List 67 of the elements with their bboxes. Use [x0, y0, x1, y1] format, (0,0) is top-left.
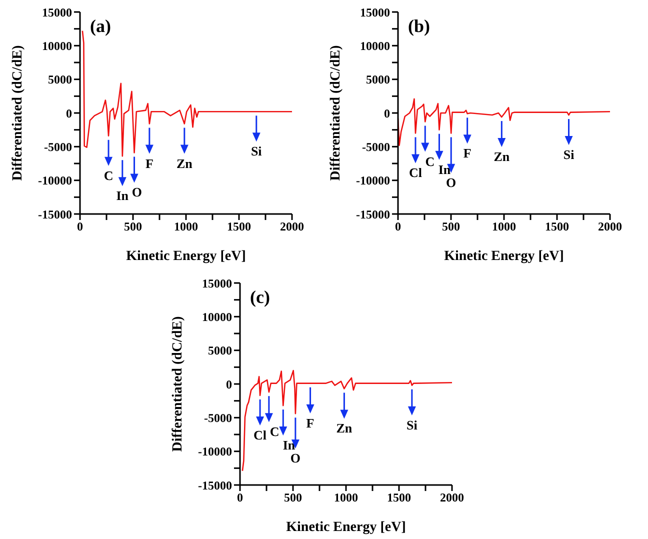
- x-tick-label: 500: [124, 220, 142, 234]
- annotation: Zn: [176, 156, 194, 171]
- y-axis-title: Differentiated (dC/dE): [328, 44, 344, 181]
- annotation: In: [116, 188, 130, 204]
- y-tick-label: -10000: [356, 174, 390, 188]
- y-tick-label: -10000: [198, 444, 232, 459]
- y-axis-title: Differentiated (dC/dE): [10, 44, 26, 181]
- annotation: (a): [90, 16, 111, 37]
- x-tick-label: 1500: [387, 490, 411, 505]
- x-axis-title: Kinetic Energy [eV]: [286, 520, 406, 535]
- x-tick-label: 1500: [545, 220, 569, 234]
- y-tick-label: 10000: [42, 38, 72, 53]
- annotation: C: [104, 168, 114, 183]
- annotation: C: [425, 154, 435, 169]
- y-axis-title: Differentiated (dC/dE): [170, 316, 186, 452]
- annotation: Zn: [336, 420, 353, 436]
- x-tick-label: 1000: [174, 220, 198, 234]
- annotation: Zn: [494, 149, 510, 164]
- y-tick-label: 15000: [42, 5, 72, 20]
- annotation: (c): [250, 287, 270, 308]
- y-tick-label: -15000: [356, 207, 390, 222]
- annotation: Si: [563, 147, 575, 162]
- y-tick-label: -5000: [362, 140, 390, 154]
- x-tick-label: 2000: [598, 220, 622, 234]
- annotation: Cl: [254, 427, 267, 442]
- y-tick-label: 5000: [366, 72, 390, 87]
- y-tick-label: 10000: [202, 310, 232, 324]
- y-tick-label: -5000: [204, 410, 232, 425]
- annotation: F: [306, 415, 314, 430]
- x-tick-label: 0: [77, 220, 83, 234]
- y-tick-label: -15000: [198, 478, 232, 492]
- annotation: O: [446, 174, 456, 190]
- x-tick-label: 0: [395, 220, 401, 234]
- annotation: O: [290, 450, 300, 466]
- x-tick-label: 500: [284, 490, 302, 505]
- x-axis-title: Kinetic Energy [eV]: [444, 249, 564, 264]
- annotation: In: [282, 438, 296, 453]
- x-tick-label: 1000: [334, 490, 358, 505]
- y-tick-label: 15000: [360, 5, 390, 20]
- annotation: F: [145, 156, 154, 171]
- annotation: F: [463, 146, 472, 161]
- y-tick-label: 0: [66, 106, 72, 120]
- y-tick-label: 0: [226, 377, 232, 392]
- annotation: O: [132, 184, 142, 200]
- y-tick-label: -15000: [38, 207, 72, 222]
- x-tick-label: 2000: [440, 490, 464, 505]
- annotation: Cl: [408, 165, 422, 180]
- y-tick-label: -5000: [44, 140, 72, 154]
- annotation: In: [438, 162, 452, 177]
- y-tick-label: 0: [384, 106, 390, 120]
- x-tick-label: 500: [442, 220, 460, 234]
- line-series: [398, 98, 610, 146]
- annotation: (b): [408, 16, 430, 37]
- annotation: Si: [406, 417, 418, 432]
- annotation: C: [270, 424, 280, 440]
- x-tick-label: 1500: [227, 220, 251, 234]
- x-tick-label: 1000: [492, 220, 516, 234]
- annotation: Si: [250, 144, 262, 159]
- x-axis-title: Kinetic Energy [eV]: [126, 249, 246, 264]
- x-tick-label: 2000: [280, 220, 304, 234]
- y-tick-label: 15000: [202, 276, 232, 290]
- x-tick-label: 0: [237, 490, 243, 505]
- line-series: [242, 370, 452, 472]
- y-tick-label: 5000: [208, 344, 232, 358]
- y-tick-label: 10000: [360, 38, 390, 53]
- y-tick-label: -10000: [38, 174, 72, 188]
- y-tick-label: 5000: [48, 72, 72, 87]
